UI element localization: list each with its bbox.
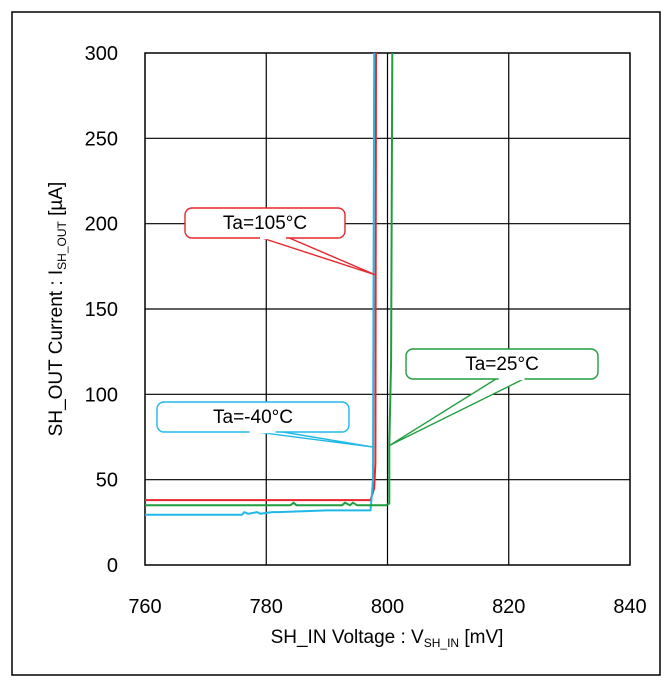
series-line (145, 52, 376, 516)
y-tick-label: 0 (107, 555, 118, 577)
x-tick-label: 820 (492, 596, 525, 618)
y-tick-label: 150 (85, 299, 118, 321)
callout-label: Ta=-40°C (213, 407, 293, 428)
y-axis-label: SH_OUT Current : ISH_OUT [µA] (46, 182, 69, 437)
x-axis-label: SH_IN Voltage : VSH_IN [mV] (271, 627, 504, 650)
callout-pointer (248, 430, 375, 448)
series-line (145, 52, 394, 507)
series-group (145, 52, 394, 516)
y-tick-label: 300 (85, 43, 118, 65)
series-line (145, 52, 377, 502)
x-tick-label: 760 (128, 596, 161, 618)
callout-pointer (258, 236, 376, 276)
y-tick-label: 50 (96, 470, 118, 492)
y-tick-label: 100 (85, 384, 118, 406)
callout-pointer (388, 377, 526, 447)
x-tick-label: 800 (371, 596, 404, 618)
callouts-group: Ta=105°C Ta=25°C Ta=-40°C (156, 207, 599, 448)
callout-label: Ta=105°C (223, 213, 307, 234)
tick-labels: 760 780 800 820 840 0 50 100 150 200 250 300 (85, 43, 647, 618)
grid (145, 53, 630, 565)
y-tick-label: 200 (85, 214, 118, 236)
x-tick-label: 840 (613, 596, 646, 618)
callout-label: Ta=25°C (465, 354, 539, 375)
y-tick-label: 250 (85, 128, 118, 150)
x-tick-label: 780 (250, 596, 283, 618)
